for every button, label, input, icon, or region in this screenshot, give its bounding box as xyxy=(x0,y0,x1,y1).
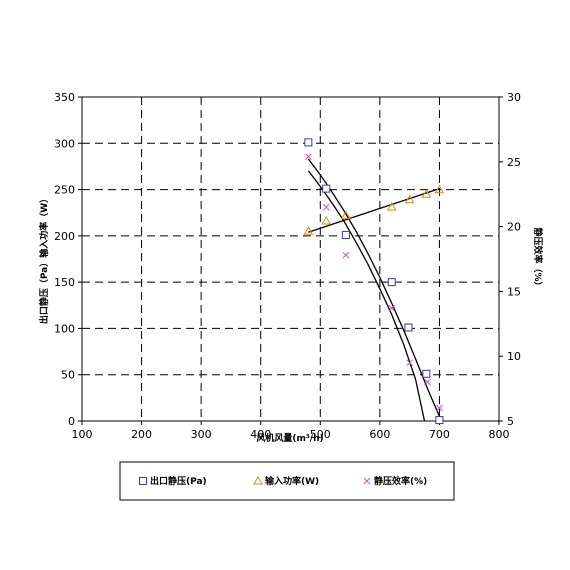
data-point-series-2 xyxy=(303,226,314,235)
data-point-series-3 xyxy=(388,304,396,312)
data-point-series-2 xyxy=(404,194,415,204)
x-tick-label: 200 xyxy=(131,428,152,441)
x-tick-label: 300 xyxy=(191,428,212,441)
y-axis-title-right: 静压效率（%） xyxy=(532,227,544,290)
y-tick-label: 150 xyxy=(54,276,75,289)
legend-label: 输入功率(W) xyxy=(265,475,319,487)
legend-marker xyxy=(363,477,371,485)
y-tick-label: 50 xyxy=(61,369,75,382)
x-tick-label: 500 xyxy=(310,428,331,441)
y2-tick-label: 10 xyxy=(507,350,521,363)
y-axis-left: 0 50 100 150 200 250 300 350 xyxy=(54,91,82,428)
data-point-series-3 xyxy=(322,203,330,211)
legend-label: 出口静压(Pa) xyxy=(150,475,207,487)
data-point-series-1 xyxy=(341,230,350,239)
y-tick-label: 300 xyxy=(54,137,75,150)
x-marker-stroke xyxy=(322,203,330,211)
y2-tick-label: 30 xyxy=(507,91,521,104)
legend-item-2: 输入功率(W) xyxy=(253,475,319,487)
x-marker-stroke xyxy=(388,304,396,312)
x-tick-label: 600 xyxy=(369,428,390,441)
y-axis-title-left: 出口静压（Pa）输入功率（W） xyxy=(38,194,50,324)
data-point-series-3 xyxy=(305,153,312,160)
legend-box xyxy=(119,461,455,501)
x-tick-label: 700 xyxy=(429,428,450,441)
legend: 出口静压(Pa) 输入功率(W) 静压效率(%) xyxy=(139,475,427,487)
grid-lines xyxy=(82,97,499,421)
legend-item-1: 出口静压(Pa) xyxy=(139,475,207,487)
legend-label: 静压效率(%) xyxy=(374,475,427,487)
data-point-series-2 xyxy=(386,202,397,211)
data-point-series-1 xyxy=(422,369,431,378)
plot-area xyxy=(81,96,500,422)
data-point-series-1 xyxy=(387,278,396,287)
y-tick-label: 250 xyxy=(54,184,75,197)
x-tick-label: 100 xyxy=(72,428,93,441)
y-tick-label: 0 xyxy=(68,415,75,428)
x-marker-stroke xyxy=(305,153,312,160)
x-tick-label: 800 xyxy=(489,428,510,441)
x-marker-stroke xyxy=(406,359,413,367)
x-marker-stroke xyxy=(424,378,431,386)
y2-tick-label: 20 xyxy=(507,221,521,234)
y2-tick-label: 5 xyxy=(507,415,514,428)
x-axis-title: 风机风量(m³/h) xyxy=(256,432,323,444)
data-point-series-2 xyxy=(421,189,432,198)
trend-line xyxy=(307,170,426,422)
x-marker-stroke xyxy=(342,251,350,259)
trend-line xyxy=(308,187,440,233)
y2-tick-label: 25 xyxy=(507,156,521,169)
y-tick-label: 200 xyxy=(54,230,75,243)
data-point-series-2 xyxy=(434,184,445,194)
data-point-series-3 xyxy=(436,404,443,412)
data-point-series-1 xyxy=(322,184,331,193)
data-point-series-2 xyxy=(341,210,351,219)
data-point-series-1 xyxy=(304,138,313,147)
data-point-series-3 xyxy=(342,251,350,259)
legend-marker xyxy=(253,475,263,485)
data-point-series-3 xyxy=(406,359,413,367)
legend-item-3: 静压效率(%) xyxy=(363,475,427,487)
x-marker-stroke xyxy=(436,404,443,412)
data-point-series-3 xyxy=(424,378,431,386)
y-tick-label: 350 xyxy=(54,91,75,104)
legend-marker xyxy=(139,477,147,485)
data-point-series-2 xyxy=(321,216,332,225)
x-tick-label: 400 xyxy=(250,428,271,441)
x-marker-stroke xyxy=(363,477,371,485)
x-axis: 100 200 300 400 500 600 700 800 xyxy=(72,421,510,441)
y2-tick-label: 15 xyxy=(507,285,521,298)
data-point-series-1 xyxy=(435,416,444,425)
y-tick-label: 100 xyxy=(54,322,75,335)
data-points xyxy=(303,138,445,425)
data-point-series-1 xyxy=(404,323,413,332)
y-axis-right: 5 10 15 20 25 30 xyxy=(499,91,521,428)
